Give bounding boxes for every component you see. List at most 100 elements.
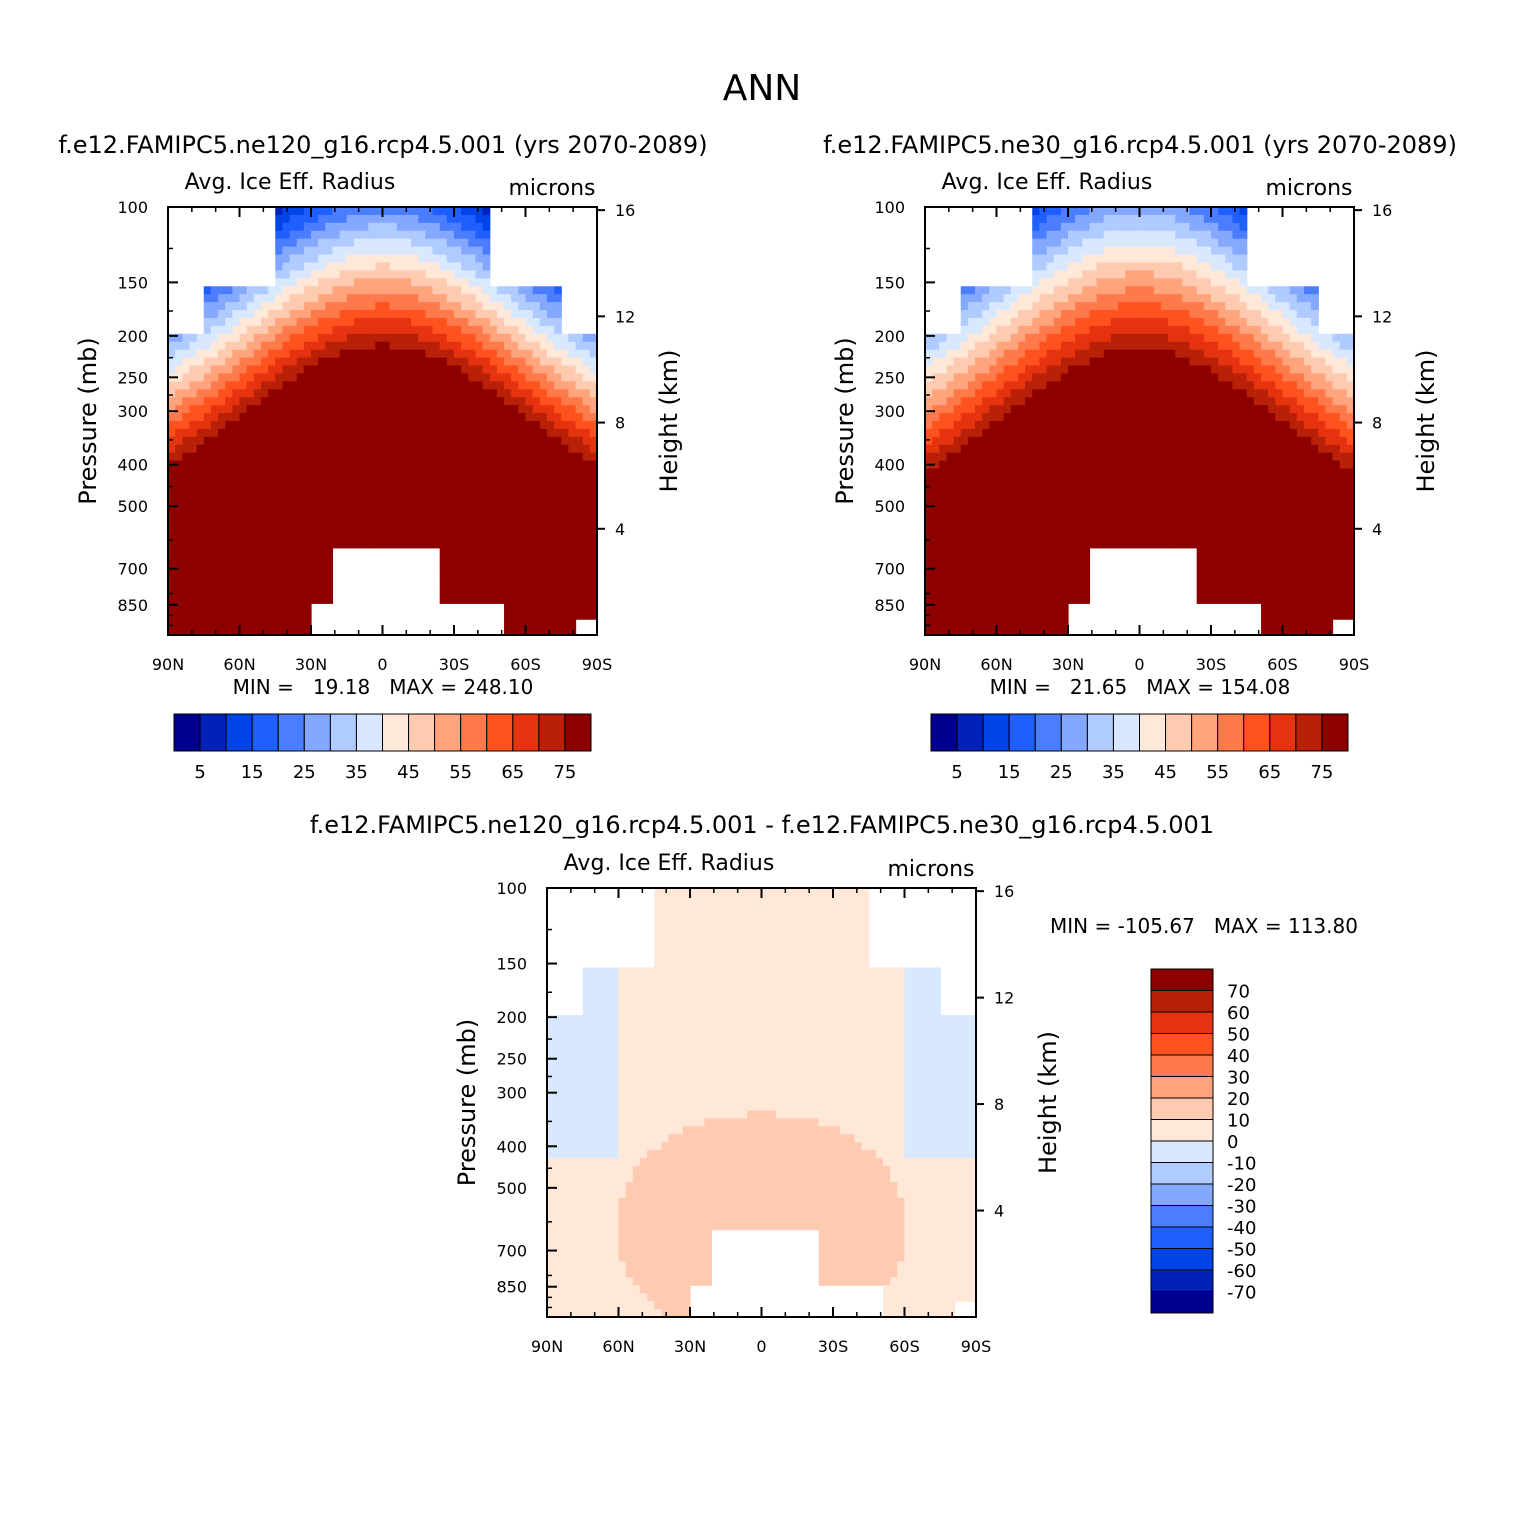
field-cell (496, 428, 505, 438)
field-cell (475, 428, 484, 438)
field-cell (361, 254, 369, 264)
field-cell (1246, 587, 1255, 596)
field-cell (332, 531, 341, 541)
field-cell (303, 476, 312, 486)
field-cell (1239, 444, 1248, 454)
field-cell (1118, 492, 1126, 501)
field-cell (504, 302, 512, 311)
field-cell (196, 579, 205, 589)
field-cell (1246, 484, 1255, 493)
field-cell (396, 508, 405, 517)
field-cell (946, 492, 955, 501)
field-cell (382, 373, 391, 382)
field-cell (353, 294, 362, 303)
field-cell (432, 389, 441, 398)
field-cell (454, 492, 462, 501)
field-cell (246, 587, 255, 596)
field-cell (1025, 413, 1033, 422)
field-cell (568, 500, 577, 509)
field-cell (253, 413, 262, 422)
field-cell (1032, 476, 1040, 486)
field-cell (1182, 270, 1191, 279)
field-cell (318, 539, 326, 549)
field-cell (525, 492, 534, 501)
field-cell (1232, 349, 1241, 359)
field-cell (439, 302, 448, 311)
field-cell (1246, 468, 1255, 478)
field-cell (411, 357, 419, 367)
field-cell (325, 214, 334, 224)
field-cell (1146, 230, 1155, 240)
field-cell (1025, 286, 1033, 295)
field-cell (454, 484, 462, 493)
field-cell (275, 539, 283, 549)
field-cell (518, 516, 527, 525)
field-cell (275, 508, 283, 517)
field-cell (1253, 381, 1262, 390)
field-cell (175, 579, 183, 589)
field-cell (1268, 531, 1276, 541)
field-cell (196, 611, 205, 620)
field-cell (1039, 539, 1048, 549)
field-cell (568, 357, 577, 367)
field-cell (375, 222, 384, 232)
field-cell (489, 524, 498, 533)
field-cell (511, 547, 519, 557)
field-cell (1046, 587, 1055, 596)
field-cell (1175, 413, 1183, 422)
field-cell (332, 270, 341, 279)
field-cell (975, 484, 983, 493)
field-cell (311, 222, 319, 232)
field-cell (1225, 381, 1234, 390)
field-cell (311, 349, 319, 359)
field-cell (1275, 294, 1284, 303)
field-cell (454, 302, 462, 311)
field-cell (189, 547, 198, 557)
field-cell (561, 516, 569, 525)
field-cell (425, 428, 434, 438)
field-cell (1096, 421, 1105, 430)
field-cell (425, 405, 434, 414)
field-cell (382, 397, 391, 406)
field-cell (1089, 238, 1098, 248)
field-cell (1003, 595, 1012, 604)
field-cell (225, 524, 233, 533)
field-cell (946, 341, 955, 351)
field-cell (468, 246, 477, 256)
field-cell (1110, 421, 1119, 430)
field-cell (1032, 563, 1040, 573)
field-cell (1246, 563, 1255, 573)
field-cell (346, 270, 355, 279)
field-cell (439, 413, 448, 422)
field-cell (218, 460, 226, 470)
field-cell (1082, 214, 1091, 224)
field-cell (332, 341, 341, 351)
field-cell (946, 627, 955, 636)
field-cell (432, 333, 441, 343)
field-cell (1060, 547, 1069, 557)
field-cell (496, 476, 505, 486)
field-cell (982, 302, 990, 311)
field-cell (439, 421, 448, 430)
field-cell (239, 444, 248, 454)
field-cell (1196, 357, 1205, 367)
field-cell (1211, 230, 1219, 240)
field-cell (1110, 397, 1119, 406)
field-cell (575, 595, 584, 604)
field-cell (982, 333, 990, 343)
field-cell (1253, 468, 1262, 478)
field-cell (346, 262, 355, 272)
field-cell (1053, 262, 1062, 272)
field-cell (1175, 286, 1183, 295)
field-cell (1025, 563, 1033, 573)
field-cell (1132, 428, 1141, 438)
field-cell (932, 500, 940, 509)
field-cell (982, 341, 990, 351)
field-cell (1017, 555, 1026, 565)
field-cell (325, 413, 334, 422)
field-cell (246, 294, 255, 303)
field-cell (1039, 484, 1048, 493)
field-cell (218, 500, 226, 509)
field-cell (1261, 428, 1269, 438)
field-cell (260, 619, 269, 628)
